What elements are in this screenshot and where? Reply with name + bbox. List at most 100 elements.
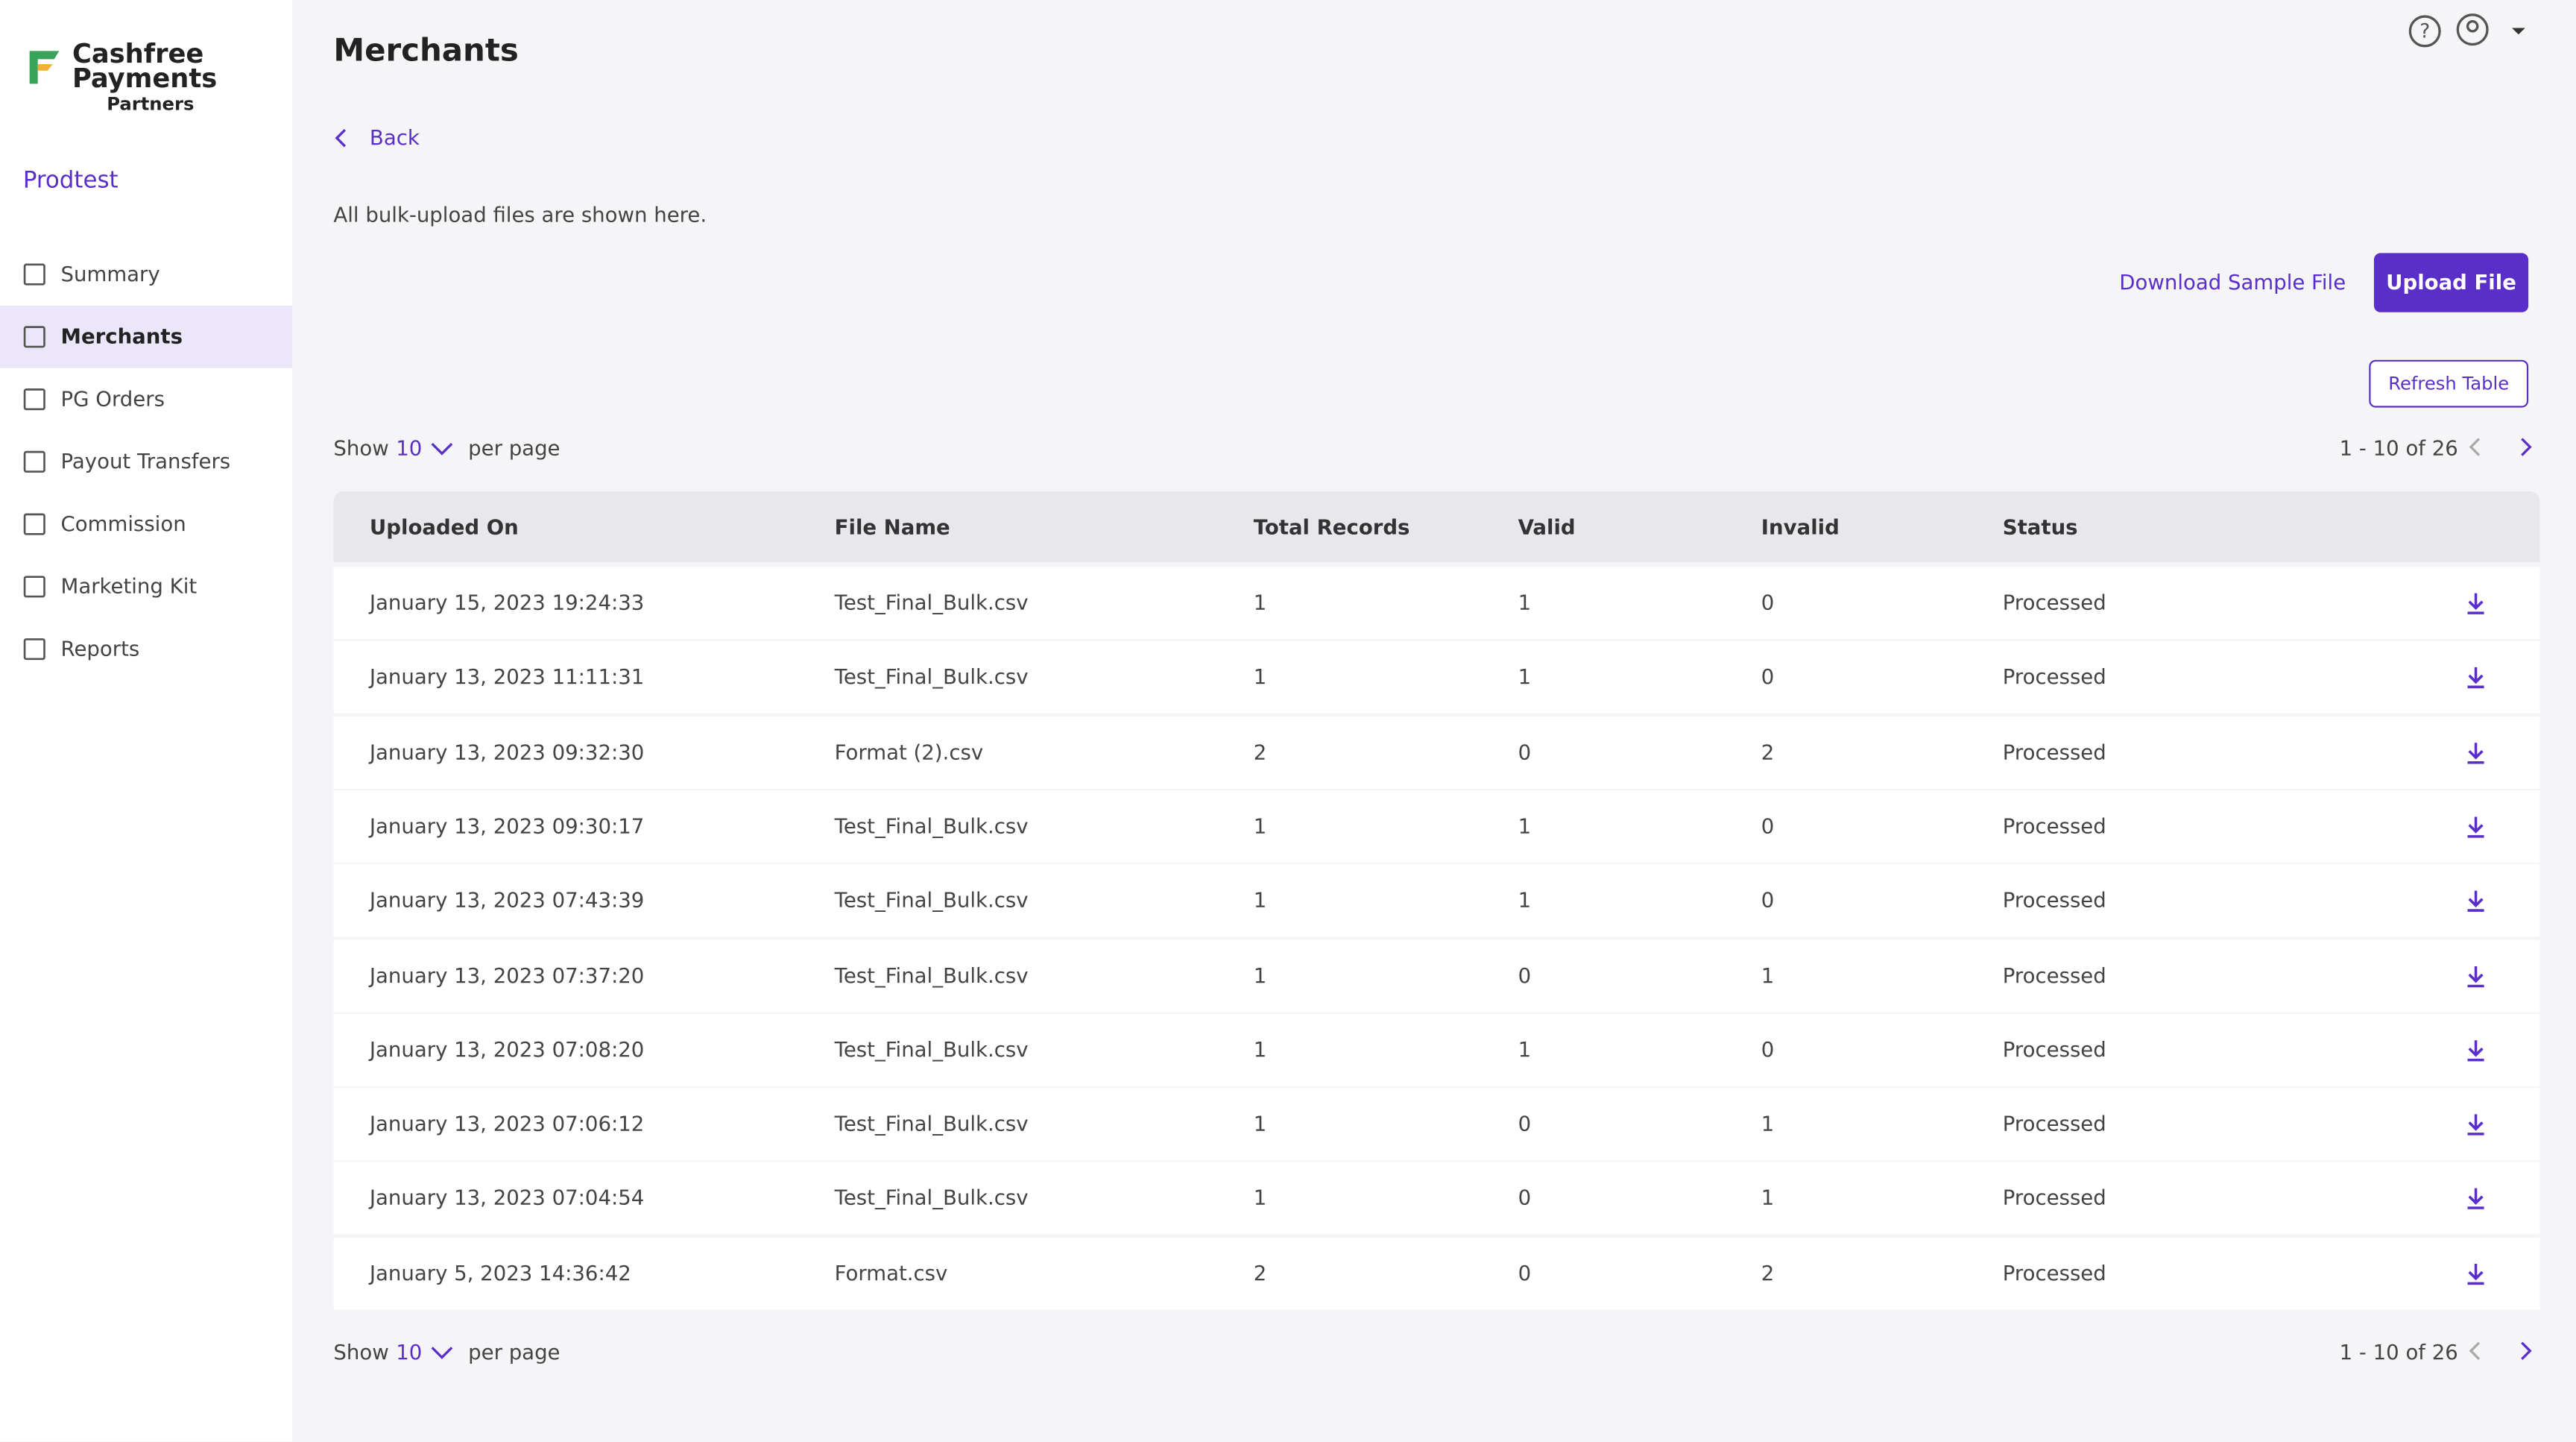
table-cell: Test_Final_Bulk.csv	[834, 664, 1029, 690]
table-cell: 0	[1761, 664, 1775, 690]
logo-icon	[29, 51, 60, 84]
table-row	[333, 567, 2540, 640]
table-cell: Test_Final_Bulk.csv	[834, 813, 1029, 838]
page-range: 1 - 10 of 26	[2339, 1339, 2458, 1364]
description: All bulk-upload files are shown here.	[333, 202, 707, 227]
page-range: 1 - 10 of 26	[2339, 435, 2458, 461]
per-page-select[interactable]: 10	[396, 1339, 423, 1364]
upload-button[interactable]: Upload File	[2373, 253, 2529, 312]
table-cell: January 13, 2023 07:37:20	[369, 962, 645, 987]
nav-icon	[23, 326, 45, 348]
table-cell: 1	[1518, 813, 1532, 838]
table-row	[333, 1162, 2540, 1235]
nav-icon	[23, 388, 45, 411]
table-cell: Test_Final_Bulk.csv	[834, 962, 1029, 987]
table-row	[333, 864, 2540, 937]
download-icon[interactable]	[2466, 964, 2485, 987]
per-page-select[interactable]: 10	[396, 435, 423, 461]
table-cell: 2	[1761, 1259, 1775, 1285]
nav-label: Summary	[60, 261, 160, 286]
nav-icon	[23, 450, 45, 473]
table-cell: 0	[1518, 1111, 1532, 1136]
table-cell: Processed	[2002, 962, 2106, 987]
download-icon[interactable]	[2466, 591, 2485, 614]
table-cell: January 13, 2023 07:43:39	[369, 887, 645, 913]
table-cell: Processed	[2002, 738, 2106, 764]
table-cell: Processed	[2002, 813, 2106, 838]
download-icon[interactable]	[2466, 1112, 2485, 1136]
header-icons[interactable]: ?	[2407, 13, 2538, 49]
nav-label: Payout Transfers	[60, 448, 231, 473]
select-chevron[interactable]	[430, 1344, 453, 1361]
table-header	[333, 491, 2540, 562]
table-row	[333, 1013, 2540, 1086]
table-cell: January 13, 2023 07:08:20	[369, 1036, 645, 1062]
table-cell: 2	[1253, 738, 1267, 764]
prev-page[interactable]	[2468, 435, 2484, 459]
back-icon[interactable]	[333, 127, 350, 150]
table-cell: 1	[1518, 590, 1532, 615]
back-link[interactable]: Back	[369, 125, 420, 150]
download-icon[interactable]	[2466, 890, 2485, 913]
brand-name: Cashfree Payments	[72, 37, 218, 94]
nav-item[interactable]: Reports	[0, 618, 292, 681]
refresh-button[interactable]: Refresh Table	[2369, 359, 2529, 408]
nav-label: PG Orders	[60, 385, 165, 412]
table-cell: 1	[1253, 664, 1267, 690]
download-icon[interactable]	[2466, 666, 2485, 689]
table-cell: 1	[1518, 887, 1532, 913]
table-cell: Processed	[2002, 887, 2106, 913]
column-header: Invalid	[1761, 514, 1840, 539]
table-cell: 0	[1518, 962, 1532, 987]
table-cell: Processed	[2002, 664, 2106, 690]
column-header: Total Records	[1253, 514, 1410, 539]
download-icon[interactable]	[2466, 815, 2485, 838]
next-page[interactable]	[2519, 1339, 2535, 1362]
table-cell: 0	[1761, 813, 1775, 838]
table-row	[333, 790, 2540, 863]
table-cell: 0	[1761, 590, 1775, 615]
table-row	[333, 641, 2540, 714]
download-icon[interactable]	[2466, 740, 2485, 763]
table-cell: 1	[1761, 962, 1775, 987]
page-title: Merchants	[333, 33, 519, 69]
column-header: Uploaded On	[369, 514, 519, 539]
prev-page[interactable]	[2468, 1339, 2484, 1362]
nav-item[interactable]: Marketing Kit	[0, 555, 292, 618]
download-icon[interactable]	[2466, 1039, 2485, 1062]
svg-text:?: ?	[2419, 20, 2430, 43]
nav-item[interactable]: Merchants	[0, 305, 293, 368]
show-label: Show	[333, 435, 389, 461]
nav-item[interactable]: Commission	[0, 493, 292, 555]
brand-sub: Partners	[107, 93, 195, 116]
table-cell: 1	[1518, 664, 1532, 690]
nav-item[interactable]: PG Orders	[0, 368, 292, 431]
table-cell: 1	[1253, 813, 1267, 838]
table-cell: 1	[1253, 887, 1267, 913]
table-row	[333, 1236, 2540, 1309]
table-cell: January 13, 2023 07:04:54	[369, 1186, 645, 1211]
table-cell: 1	[1253, 1111, 1267, 1136]
download-icon[interactable]	[2466, 1187, 2485, 1210]
nav-label: Reports	[60, 635, 140, 661]
nav-label: Commission	[60, 511, 186, 536]
table-cell: January 5, 2023 14:36:42	[369, 1259, 631, 1285]
download-sample-button[interactable]: Download Sample File	[2119, 269, 2346, 295]
next-page[interactable]	[2519, 435, 2535, 459]
table-row	[333, 1088, 2540, 1161]
table-cell: January 15, 2023 19:24:33	[369, 590, 645, 615]
table-cell: Processed	[2002, 1259, 2106, 1285]
table-cell: Processed	[2002, 590, 2106, 615]
table-cell: Processed	[2002, 1186, 2106, 1211]
nav-label: Merchants	[60, 324, 183, 349]
select-chevron[interactable]	[430, 441, 453, 457]
table-cell: 0	[1761, 1036, 1775, 1062]
download-icon[interactable]	[2466, 1262, 2485, 1285]
table-cell: 1	[1253, 1036, 1267, 1062]
nav-item[interactable]: Summary	[0, 243, 292, 306]
table-cell: Processed	[2002, 1036, 2106, 1062]
nav-item[interactable]: Payout Transfers	[0, 430, 292, 493]
table-cell: 1	[1761, 1111, 1775, 1136]
nav-label: Marketing Kit	[60, 573, 198, 599]
column-header: Status	[2002, 514, 2078, 539]
